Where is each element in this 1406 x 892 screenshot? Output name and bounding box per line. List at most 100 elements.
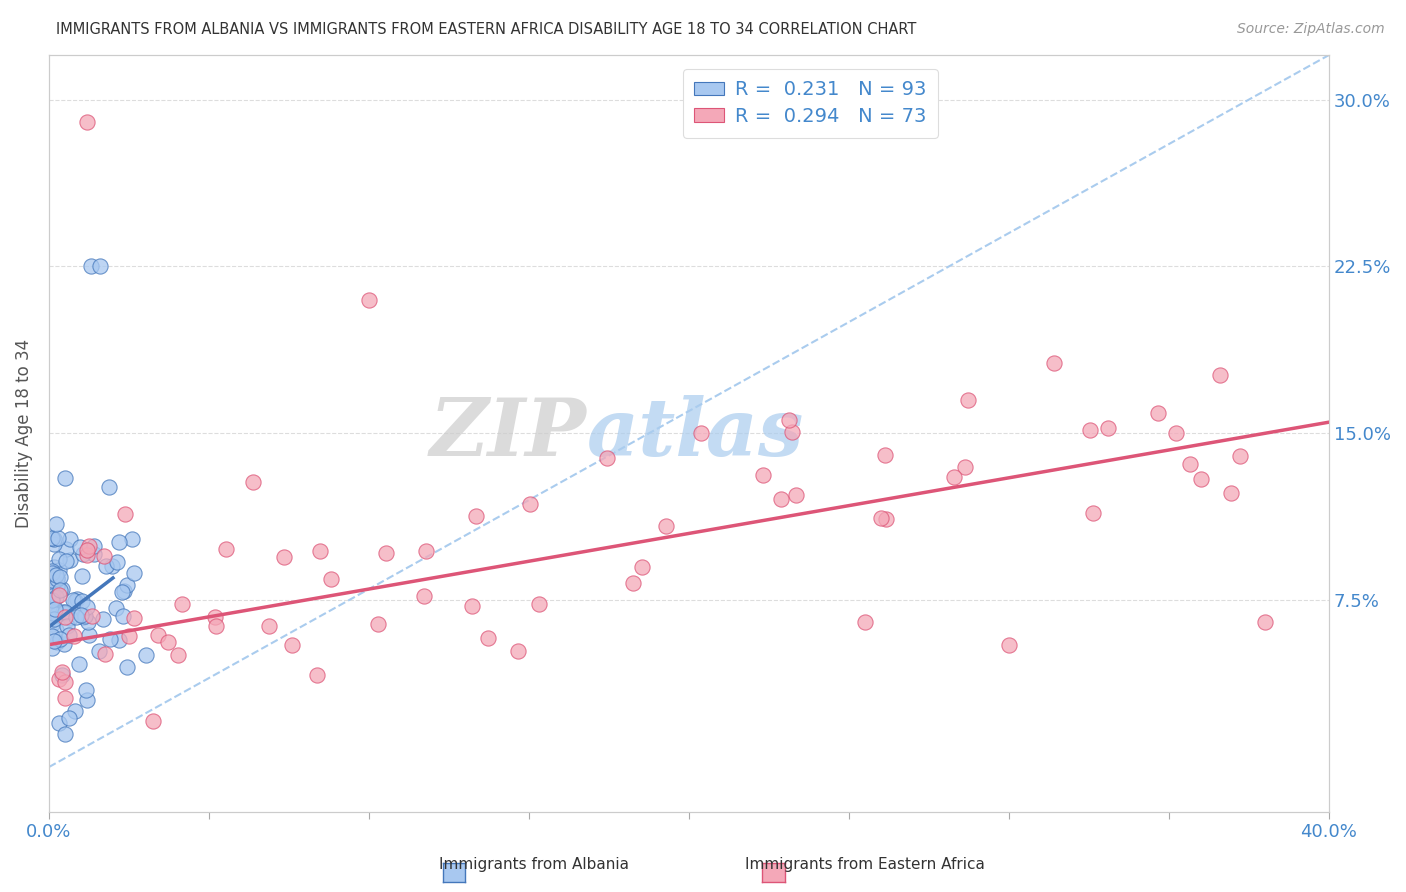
Point <box>527 597 550 611</box>
Point <box>596 451 619 466</box>
Point <box>873 448 896 462</box>
Point <box>70 569 93 583</box>
Point <box>108 632 131 647</box>
Point <box>93 549 115 564</box>
Point <box>142 714 165 728</box>
Point <box>51 667 73 681</box>
Point <box>1189 472 1212 486</box>
Point <box>62 593 84 607</box>
Point <box>281 639 304 653</box>
Point <box>41 566 63 580</box>
Point <box>204 610 226 624</box>
Point <box>42 633 65 648</box>
Point <box>41 616 63 631</box>
Point <box>42 536 65 550</box>
Point <box>45 590 67 604</box>
Point <box>870 511 893 525</box>
Point <box>77 628 100 642</box>
Y-axis label: Disability Age 18 to 34: Disability Age 18 to 34 <box>15 339 32 528</box>
Point <box>1164 426 1187 441</box>
Point <box>44 560 66 574</box>
Point <box>770 492 793 507</box>
Point <box>72 593 94 607</box>
Point <box>46 635 69 649</box>
Point <box>41 585 63 599</box>
Point <box>464 509 486 524</box>
Point <box>41 564 63 578</box>
Point <box>45 607 67 621</box>
Point <box>55 554 77 568</box>
Point <box>41 592 63 607</box>
Point <box>41 578 63 592</box>
Point <box>69 540 91 554</box>
Point <box>1209 368 1232 382</box>
Point <box>122 611 145 625</box>
Point <box>42 532 65 546</box>
Point <box>41 531 63 545</box>
Point <box>1097 420 1119 434</box>
Point <box>115 578 138 592</box>
Point <box>77 539 100 553</box>
Point <box>98 632 121 646</box>
Point <box>51 665 73 680</box>
Point <box>519 497 541 511</box>
Point <box>111 609 134 624</box>
Point <box>53 606 76 620</box>
Point <box>59 532 82 546</box>
Point <box>42 612 65 626</box>
Point <box>53 609 76 624</box>
Point <box>63 629 86 643</box>
Point <box>45 623 67 637</box>
Point <box>367 617 389 632</box>
Point <box>45 517 67 532</box>
Point <box>75 683 97 698</box>
Point <box>49 570 72 584</box>
Point <box>58 628 80 642</box>
Point <box>49 632 72 647</box>
Point <box>956 392 979 407</box>
Point <box>118 629 141 643</box>
Point <box>76 543 98 558</box>
Point <box>77 615 100 629</box>
Point <box>1229 449 1251 463</box>
Point <box>63 594 86 608</box>
Point <box>48 715 70 730</box>
Point <box>853 615 876 630</box>
Point <box>752 467 775 482</box>
Point <box>72 609 94 624</box>
Point <box>45 579 67 593</box>
Legend: R =  0.231   N = 93, R =  0.294   N = 73: R = 0.231 N = 93, R = 0.294 N = 73 <box>683 69 938 137</box>
Point <box>63 705 86 719</box>
Point <box>214 541 236 556</box>
Point <box>76 115 98 129</box>
Point <box>65 610 87 624</box>
Point <box>111 585 134 599</box>
Point <box>357 293 380 307</box>
Point <box>49 583 72 598</box>
Point <box>257 619 280 633</box>
Point <box>319 572 342 586</box>
Point <box>307 667 329 681</box>
Text: Immigrants from Eastern Africa: Immigrants from Eastern Africa <box>745 857 984 872</box>
Point <box>46 571 69 585</box>
Point <box>1083 507 1105 521</box>
Point <box>65 592 87 607</box>
Point <box>76 600 98 615</box>
Point <box>942 469 965 483</box>
Point <box>76 549 98 563</box>
Point <box>97 480 120 494</box>
Point <box>46 531 69 545</box>
Point <box>45 568 67 582</box>
Point <box>41 573 63 587</box>
Point <box>89 644 111 658</box>
Point <box>42 606 65 620</box>
Text: IMMIGRANTS FROM ALBANIA VS IMMIGRANTS FROM EASTERN AFRICA DISABILITY AGE 18 TO 3: IMMIGRANTS FROM ALBANIA VS IMMIGRANTS FR… <box>56 22 917 37</box>
Point <box>42 612 65 626</box>
Point <box>172 597 194 611</box>
Point <box>1254 615 1277 630</box>
Point <box>41 629 63 643</box>
Point <box>80 608 103 623</box>
Point <box>630 559 652 574</box>
Point <box>122 566 145 580</box>
Point <box>101 559 124 574</box>
